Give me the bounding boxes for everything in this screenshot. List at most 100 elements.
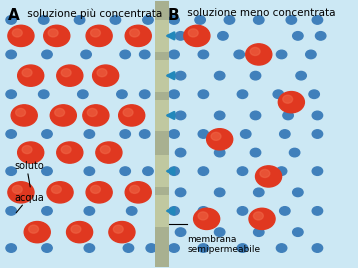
Text: soluzione più concentrata: soluzione più concentrata [24,8,163,18]
Circle shape [315,32,326,40]
Circle shape [256,166,282,187]
Circle shape [84,207,95,215]
Circle shape [312,244,323,252]
Circle shape [234,50,245,59]
Circle shape [286,16,296,24]
Circle shape [67,222,93,243]
Circle shape [175,228,186,236]
Circle shape [86,182,112,203]
Circle shape [278,92,304,113]
Bar [155,99,169,131]
Circle shape [276,244,287,252]
Circle shape [198,90,209,98]
Circle shape [87,109,97,117]
Bar [155,1,169,267]
Circle shape [109,222,135,243]
Circle shape [143,167,153,175]
Circle shape [312,167,323,175]
Circle shape [8,182,34,203]
Circle shape [91,185,101,193]
Circle shape [195,16,205,24]
Circle shape [84,130,95,138]
Circle shape [218,32,228,40]
Circle shape [52,185,61,193]
Text: soluto: soluto [14,161,44,171]
Circle shape [175,188,186,197]
Circle shape [6,130,16,138]
Circle shape [214,188,225,197]
Circle shape [39,90,49,98]
Circle shape [283,111,293,120]
Text: acqua: acqua [14,193,44,203]
Circle shape [71,225,81,233]
Circle shape [44,25,70,46]
Circle shape [249,208,275,229]
Circle shape [48,29,58,37]
Circle shape [120,50,130,59]
Circle shape [312,16,323,24]
Circle shape [214,148,225,157]
Bar [155,195,169,227]
Circle shape [47,182,73,203]
Circle shape [207,129,233,150]
Circle shape [6,16,16,24]
Circle shape [237,207,248,215]
Circle shape [18,65,44,86]
Circle shape [280,130,290,138]
Circle shape [6,50,16,59]
Text: B: B [168,8,179,23]
Circle shape [224,16,234,24]
Circle shape [198,167,209,175]
Circle shape [125,182,151,203]
Circle shape [97,69,107,77]
Circle shape [6,244,16,252]
Circle shape [117,90,127,98]
Circle shape [250,148,261,157]
Circle shape [283,95,292,103]
Circle shape [140,90,150,98]
Circle shape [140,50,150,59]
Circle shape [169,90,179,98]
Circle shape [22,69,32,77]
Circle shape [6,90,16,98]
Circle shape [175,32,186,40]
Text: soluzione meno concentrata: soluzione meno concentrata [184,8,335,18]
Circle shape [214,71,225,80]
Circle shape [260,169,270,177]
Circle shape [12,29,22,37]
Circle shape [57,142,83,163]
Circle shape [57,65,83,86]
Circle shape [50,105,76,126]
Circle shape [250,47,260,55]
Circle shape [118,105,145,126]
Circle shape [78,90,88,98]
Circle shape [198,207,209,215]
Circle shape [8,25,34,46]
Circle shape [198,244,209,252]
Circle shape [6,167,16,175]
Circle shape [39,16,49,24]
Circle shape [12,185,22,193]
Circle shape [130,185,140,193]
Circle shape [120,167,130,175]
Circle shape [292,32,303,40]
Circle shape [113,225,123,233]
Circle shape [253,188,264,197]
Circle shape [130,29,140,37]
Circle shape [188,29,198,37]
Circle shape [309,90,319,98]
Circle shape [6,207,16,215]
Circle shape [280,207,290,215]
Circle shape [146,244,156,252]
Circle shape [198,212,208,220]
Circle shape [110,16,121,24]
Bar [155,155,169,187]
Circle shape [140,130,150,138]
Circle shape [123,109,133,117]
Circle shape [29,225,39,233]
Circle shape [273,90,284,98]
Circle shape [237,90,248,98]
Circle shape [276,50,287,59]
Bar [1,1,327,19]
Circle shape [42,130,52,138]
